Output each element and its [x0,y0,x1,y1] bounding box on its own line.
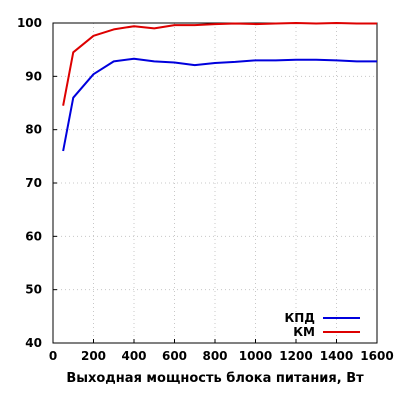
y-tick-label: 60 [25,229,42,243]
x-tick-label: 200 [81,349,106,363]
x-tick-label: 1400 [320,349,353,363]
y-tick-label: 40 [25,336,42,350]
x-tick-label: 1000 [239,349,272,363]
series-line-2 [62,22,377,106]
legend-label: КПД [284,311,315,325]
y-tick-label: 90 [25,69,42,83]
x-axis-title: Выходная мощность блока питания, Вт [66,371,364,386]
axis-ticks: 0 200 400 600 800 1000 1200 1400 1600 40 50 60 70 80 9… [17,16,394,363]
x-tick-label: 800 [202,349,227,363]
series-lines [62,22,377,152]
series-line-1 [62,57,377,152]
y-tick-label: 100 [17,16,42,30]
x-tick-label: 1200 [279,349,312,363]
x-tick-label: 400 [121,349,146,363]
y-tick-label: 80 [25,123,42,137]
x-tick-label: 0 [49,349,57,363]
x-tick-label: 1600 [360,349,393,363]
y-tick-label: 70 [25,176,42,190]
legend-label: КМ [293,325,315,339]
y-tick-label: 50 [25,283,42,297]
grid [53,23,377,343]
x-tick-label: 600 [162,349,187,363]
